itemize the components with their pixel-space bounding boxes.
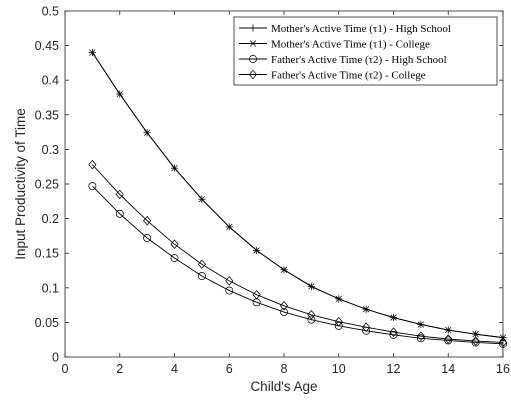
legend-item: Mother's Active Time (τ1) - College	[239, 38, 430, 50]
legend-label: Father's Active Time (τ2) - College	[271, 69, 426, 81]
circle-marker	[280, 308, 288, 316]
legend-label: Mother's Active Time (τ1) - High School	[271, 23, 451, 35]
x-tick-label: 0	[62, 362, 69, 376]
circle-marker	[444, 336, 453, 345]
circle-marker	[307, 315, 316, 324]
cross-marker	[226, 223, 233, 231]
cross-marker	[362, 306, 370, 313]
cross-marker	[499, 334, 507, 341]
diamond-marker	[362, 322, 371, 333]
circle-marker	[416, 334, 425, 343]
plus-marker	[249, 24, 257, 32]
circle-marker	[88, 182, 97, 191]
x-tick-label: 14	[441, 362, 455, 376]
series-line	[92, 52, 504, 339]
cross-marker	[445, 326, 452, 334]
cross-marker	[89, 49, 96, 56]
diamond-marker	[334, 316, 343, 327]
diamond-marker	[307, 310, 316, 320]
cross-marker	[143, 129, 151, 136]
circle-marker	[249, 55, 257, 63]
diamond-marker	[416, 331, 425, 342]
y-tick-label: 0.15	[35, 247, 59, 261]
cross-marker	[171, 164, 178, 172]
legend-item: Father's Active Time (τ2) - High School	[239, 54, 447, 66]
circle-marker	[499, 339, 507, 348]
legend-item: Father's Active Time (τ2) - College	[239, 69, 426, 81]
cross-marker	[198, 196, 206, 203]
y-tick-label: 0	[52, 351, 59, 365]
y-tick-label: 0.2	[42, 212, 59, 226]
x-tick-label: 6	[226, 362, 233, 376]
circle-marker	[197, 272, 206, 281]
legend: Mother's Active Time (τ1) - High School M…	[233, 16, 498, 86]
diamond-marker	[170, 239, 179, 249]
series-line	[92, 164, 504, 343]
y-axis-label: Input Productivity of Time	[13, 108, 28, 260]
y-tick-label: 0.05	[35, 316, 59, 330]
cross-marker	[335, 295, 342, 303]
y-tick-label: 0.45	[35, 39, 59, 53]
y-tick-label: 0.5	[42, 5, 59, 19]
x-tick-label: 12	[387, 362, 401, 376]
series-2	[89, 49, 507, 341]
legend-box	[233, 16, 498, 86]
circle-marker	[170, 254, 179, 263]
diamond-marker	[279, 301, 289, 311]
cross-marker	[417, 321, 425, 328]
diamond-marker	[248, 69, 258, 80]
legend-label: Mother's Active Time (τ1) - College	[271, 38, 430, 50]
circle-marker	[389, 330, 398, 339]
y-tick-label: 0.25	[35, 178, 59, 192]
diamond-marker	[444, 334, 453, 344]
legend-label: Father's Active Time (τ2) - High School	[271, 54, 447, 66]
cross-marker	[280, 266, 288, 273]
circle-marker	[334, 321, 343, 330]
x-tick-label: 16	[496, 362, 510, 376]
diamond-marker	[115, 189, 124, 200]
circle-marker	[471, 338, 480, 347]
x-tick-label: 10	[332, 362, 346, 376]
series-group	[88, 48, 508, 348]
series-4	[88, 159, 508, 348]
diamond-marker	[498, 337, 508, 348]
circle-marker	[143, 234, 152, 242]
y-tick-label: 0.4	[42, 74, 59, 88]
cross-marker	[253, 247, 260, 254]
x-tick-label: 8	[281, 362, 288, 376]
cross-marker	[249, 40, 257, 47]
y-tick-label: 0.3	[42, 143, 59, 157]
y-tick-label: 0.1	[42, 281, 59, 295]
legend-item: Mother's Active Time (τ1) - High School	[239, 23, 451, 35]
diamond-marker	[471, 336, 480, 346]
series-3	[88, 182, 507, 348]
diamond-marker	[252, 289, 261, 300]
y-tick-label: 0.35	[35, 108, 59, 122]
diamond-marker	[225, 276, 234, 286]
x-tick-label: 4	[171, 362, 178, 376]
axis-ticks: 0 2 4 6 8 10 12 14 16 0 0.05 0.1 0.15 0.2 0.25 0.3 0.35 0…	[35, 5, 510, 377]
diamond-marker	[143, 215, 152, 226]
circle-marker	[115, 209, 124, 218]
cross-marker	[116, 90, 123, 98]
x-axis-label: Child's Age	[250, 379, 317, 394]
cross-marker	[390, 314, 397, 321]
cross-marker	[472, 331, 479, 338]
cross-marker	[308, 283, 315, 290]
x-tick-label: 2	[116, 362, 123, 376]
diamond-marker	[88, 159, 97, 170]
circle-marker	[225, 286, 234, 295]
series-line	[92, 185, 504, 345]
diamond-marker	[197, 259, 206, 270]
diamond-marker	[389, 327, 398, 337]
